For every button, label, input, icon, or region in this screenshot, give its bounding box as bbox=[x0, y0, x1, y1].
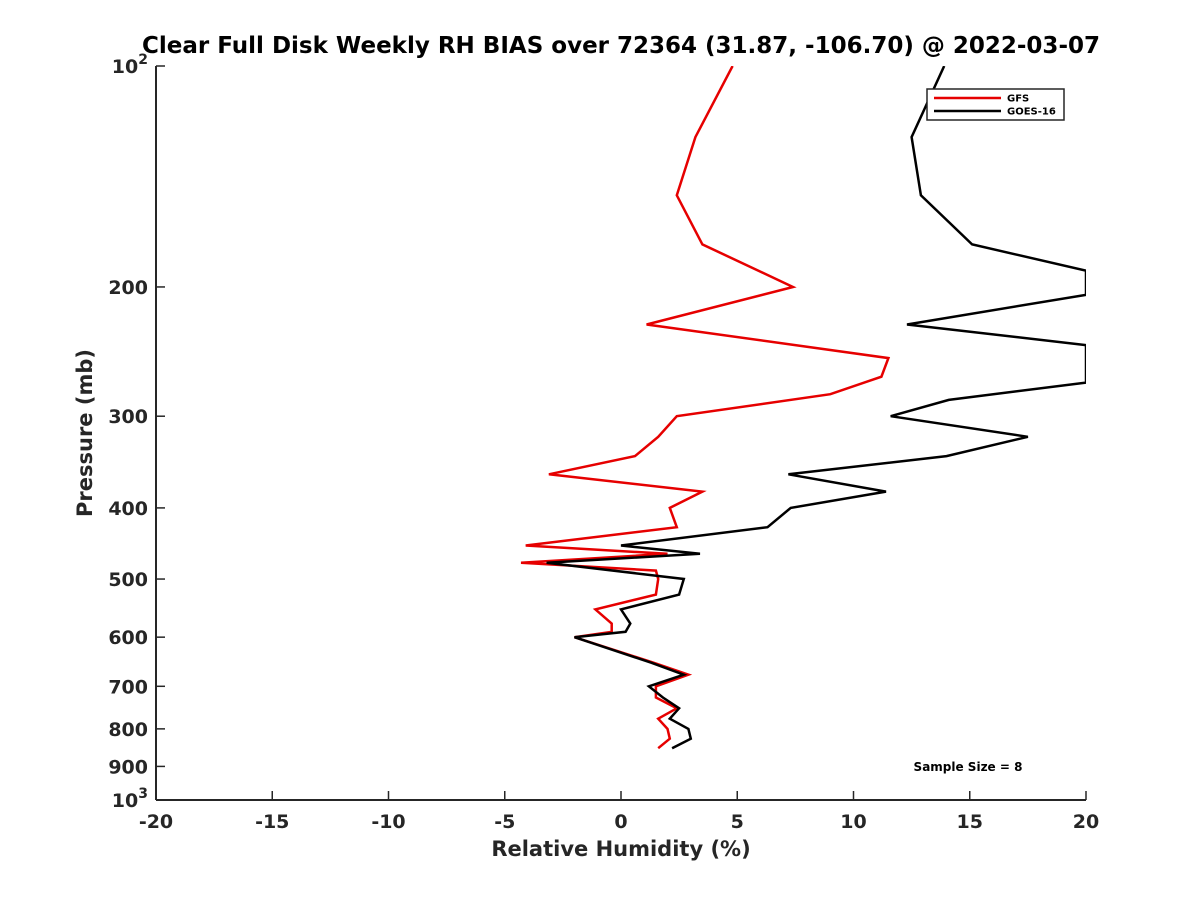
x-tick-label: 20 bbox=[1073, 811, 1099, 833]
series-layer bbox=[520, 66, 1086, 750]
y-axis-label: Pressure (mb) bbox=[73, 349, 97, 517]
y-axis-ticks: 102 200 300 400 500 600 700 800 900 103 bbox=[108, 52, 165, 812]
y-tick-label: 200 bbox=[108, 277, 148, 299]
y-tick-label: 102 bbox=[112, 52, 148, 78]
y-tick-label: 800 bbox=[108, 719, 148, 741]
y-tick-label: 700 bbox=[108, 676, 148, 698]
x-tick-label: -15 bbox=[255, 811, 289, 833]
chart-title: Clear Full Disk Weekly RH BIAS over 7236… bbox=[142, 33, 1100, 59]
y-tick-label: 300 bbox=[108, 406, 148, 428]
y-tick-label: 400 bbox=[108, 498, 148, 520]
legend-box bbox=[926, 88, 1065, 121]
plot-background bbox=[156, 66, 1086, 800]
y-tick-label: 103 bbox=[112, 786, 148, 812]
x-tick-label: -20 bbox=[139, 811, 173, 833]
series-line-gfs bbox=[520, 66, 891, 750]
x-axis-ticks: -20 -15 -10 -5 0 5 10 15 20 bbox=[139, 791, 1099, 833]
x-tick-label: 15 bbox=[957, 811, 983, 833]
y-tick-label: 600 bbox=[108, 627, 148, 649]
legend-label-gfs: GFS bbox=[1007, 94, 1029, 105]
series-line-goes16 bbox=[546, 66, 1086, 750]
sample-size-annotation: Sample Size = 8 bbox=[914, 760, 1023, 774]
x-tick-label: 10 bbox=[840, 811, 866, 833]
legend: GFS GOES-16 bbox=[926, 88, 1065, 121]
plot-area bbox=[155, 66, 1086, 801]
legend-label-goes16: GOES-16 bbox=[1007, 107, 1056, 118]
x-axis-label: Relative Humidity (%) bbox=[491, 837, 750, 861]
x-tick-label: -5 bbox=[494, 811, 515, 833]
x-tick-label: 0 bbox=[614, 811, 627, 833]
y-tick-label: 500 bbox=[108, 569, 148, 591]
x-tick-label: 5 bbox=[731, 811, 744, 833]
y-tick-label: 900 bbox=[108, 756, 148, 778]
x-tick-label: -10 bbox=[371, 811, 405, 833]
